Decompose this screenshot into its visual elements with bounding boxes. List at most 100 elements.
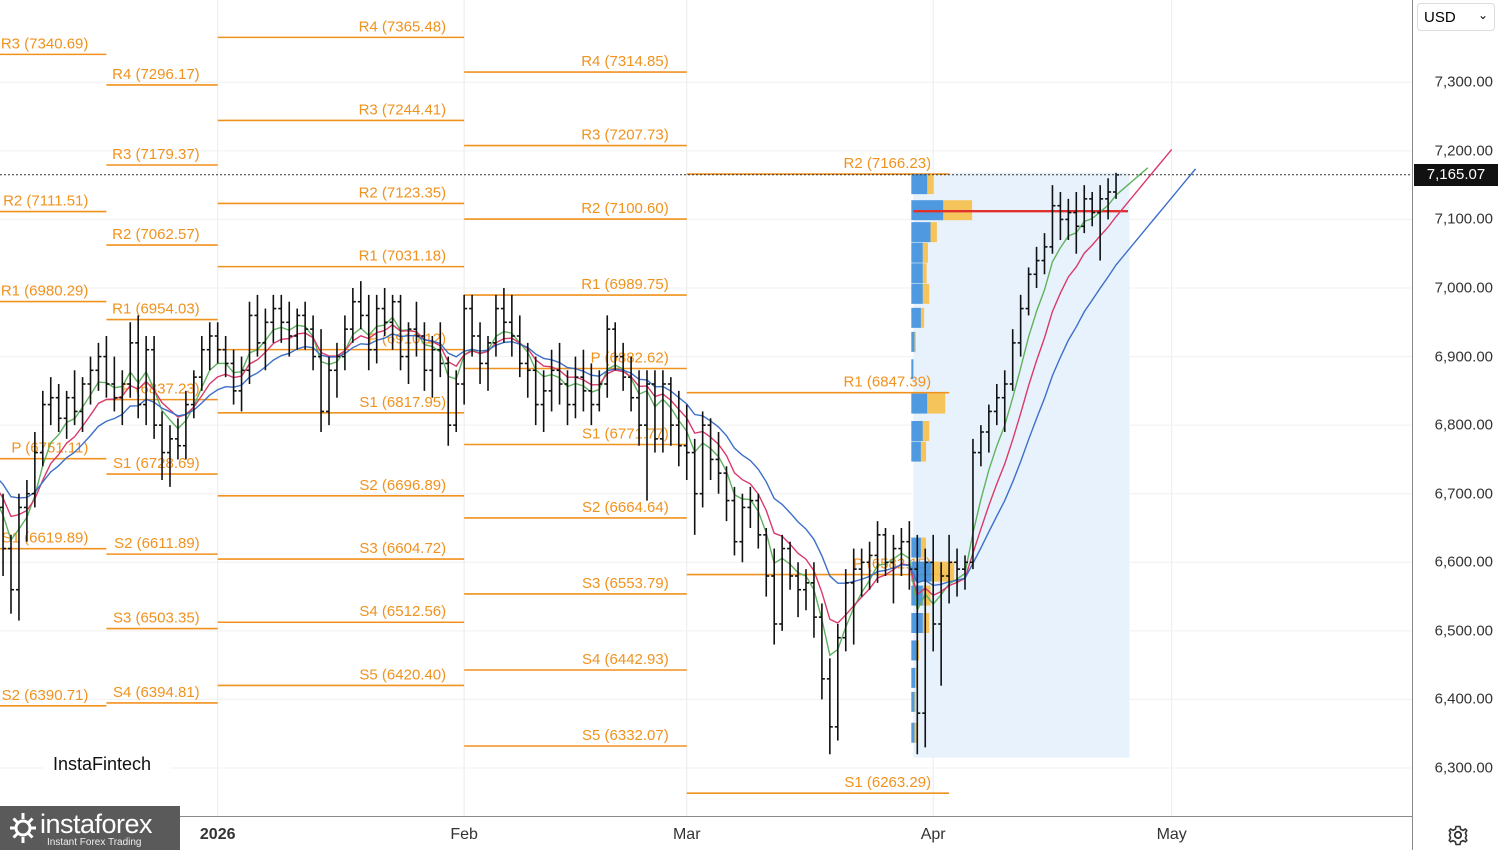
watermark-panel [44, 732, 170, 798]
currency-select[interactable]: USD ⌄ [1417, 3, 1495, 31]
pivot-level-label: S1 (6817.95) [359, 394, 446, 411]
volume-profile-down [927, 393, 946, 414]
time-axis-tick: Feb [450, 826, 478, 843]
pivot-level-label: R3 (7179.37) [112, 146, 200, 163]
volume-profile-down [922, 242, 928, 263]
time-axis-tick: 2026 [199, 826, 236, 843]
last-price-badge: 7,165.07 [1414, 163, 1498, 186]
logo-tagline: Instant Forex Trading [47, 837, 142, 848]
pivot-level-label: P (6882.62) [591, 349, 669, 366]
pivot-level-label: R1 (6989.75) [581, 276, 669, 293]
volume-profile-down [931, 561, 955, 582]
logo-name: instaforex [40, 809, 153, 839]
pivot-level-label: R1 (6847.39) [844, 374, 932, 391]
price-axis-tick: 6,800.00 [1434, 416, 1493, 434]
volume-profile-down [915, 667, 917, 688]
pivot-level-label: S3 (6604.72) [359, 540, 446, 557]
pivot-level-label: S2 (6390.71) [2, 687, 89, 704]
volume-profile-down [927, 174, 934, 195]
volume-profile-down [922, 263, 927, 284]
pivot-level-label: R2 (7100.60) [581, 200, 669, 217]
volume-profile-up [911, 263, 923, 284]
volume-profile-down [914, 722, 917, 743]
price-axis-tick: 7,000.00 [1434, 279, 1493, 297]
volume-profile-up [911, 174, 928, 195]
volume-profile-up [911, 307, 921, 328]
volume-profile-up [911, 222, 931, 243]
pivot-level-label: R4 (7365.48) [359, 18, 447, 35]
pivot-level-label: S1 (6619.89) [2, 530, 89, 547]
volume-profile-up [911, 242, 923, 263]
pivot-level-label: S2 (6611.89) [114, 535, 200, 552]
pivot-level-label: R1 (6980.29) [1, 283, 89, 300]
volume-profile-up [911, 421, 923, 441]
pivot-level-label: R3 (7207.73) [581, 127, 669, 144]
instaforex-logo[interactable]: instaforex Instant Forex Trading [0, 806, 180, 850]
time-axis-tick: Apr [920, 826, 946, 843]
time-axis[interactable]: 2026 Feb Mar Apr May [0, 816, 1412, 851]
pivot-level-label: S5 (6332.07) [582, 727, 669, 744]
chevron-down-icon: ⌄ [1477, 8, 1488, 22]
pivot-level-label: R1 (7031.18) [359, 248, 447, 265]
volume-profile-down [914, 691, 916, 712]
volume-profile-up [911, 667, 916, 688]
volume-profile-up [911, 283, 923, 304]
settings-gear-icon[interactable] [1446, 823, 1470, 847]
volume-profile-down [922, 421, 930, 441]
chart-plot-area[interactable]: R3 (7340.69) R2 (7111.51) R1 (6980.29) P (6… [0, 0, 1412, 816]
pivot-level-label: R4 (7296.17) [112, 66, 200, 83]
volume-profile-up [911, 537, 921, 558]
time-axis-tick: Mar [672, 826, 701, 843]
volume-profile-range [913, 172, 1130, 758]
pivot-level-label: S2 (6696.89) [359, 477, 446, 494]
pivot-level-label: S4 (6442.93) [582, 651, 669, 668]
instaforex-logo-icon [10, 813, 36, 843]
pivot-level-label: S1 (6263.29) [844, 774, 931, 791]
volume-profile-up [911, 393, 928, 414]
currency-value: USD [1424, 9, 1456, 26]
time-axis-tick: May [1156, 826, 1187, 843]
price-chart[interactable]: R3 (7340.69) R2 (7111.51) R1 (6980.29) P (6… [0, 0, 1412, 816]
volume-profile-down [920, 307, 925, 328]
price-axis-tick: 6,700.00 [1434, 485, 1493, 503]
price-axis-tick: 6,300.00 [1434, 759, 1493, 777]
pivot-level-label: R3 (7244.41) [359, 101, 447, 118]
volume-profile-up [911, 441, 921, 462]
volume-profile-down [920, 537, 927, 558]
volume-profile-up [911, 691, 915, 712]
watermark-text: InstaFintech [53, 754, 152, 774]
pivot-level-label: S2 (6664.64) [582, 499, 669, 516]
pivot-level-label: P (6751.11) [11, 440, 88, 457]
pivot-level-label: R4 (7314.85) [581, 53, 669, 70]
volume-profile-up [911, 640, 917, 661]
pivot-level-label: R2 (7111.51) [3, 193, 88, 210]
price-axis-tick: 6,500.00 [1434, 622, 1493, 640]
price-axis-tick: 7,100.00 [1434, 210, 1493, 228]
pivot-level-label: R2 (7123.35) [359, 184, 447, 201]
volume-profile-down [920, 441, 927, 462]
volume-profile-down [913, 359, 914, 380]
moving-average-slow [0, 168, 1197, 587]
price-axis-tick: 6,400.00 [1434, 690, 1493, 708]
price-axis-tick: 6,900.00 [1434, 348, 1493, 366]
volume-profile-up [911, 331, 915, 352]
pivot-level-label: R2 (7062.57) [112, 226, 200, 243]
volume-profile-up [911, 561, 932, 582]
pivot-level-label: R2 (7166.23) [844, 155, 932, 172]
pivot-level-label: S5 (6420.40) [359, 666, 446, 683]
volume-profile-up [911, 359, 914, 380]
volume-profile-up [911, 722, 915, 743]
pivot-level-label: S4 (6394.81) [113, 684, 200, 701]
price-axis-tick: 7,200.00 [1434, 142, 1493, 160]
pivot-level-label: P (6910.12) [368, 331, 446, 348]
pivot-level-label: S3 (6503.35) [113, 610, 200, 627]
pivot-level-label: P (6837.23) [122, 381, 200, 398]
pivot-level-label: R1 (6954.03) [112, 301, 200, 318]
pivot-level-label: S3 (6553.79) [582, 575, 669, 592]
pivot-level-label: S4 (6512.56) [359, 603, 446, 620]
volume-profile-down [922, 283, 930, 304]
price-axis[interactable]: 6,300.00 6,400.00 6,500.00 6,600.00 6,700.00… [1412, 0, 1500, 850]
price-axis-tick: 6,600.00 [1434, 553, 1493, 571]
pivot-level-label: R3 (7340.69) [1, 35, 89, 52]
price-axis-tick: 7,300.00 [1434, 73, 1493, 91]
